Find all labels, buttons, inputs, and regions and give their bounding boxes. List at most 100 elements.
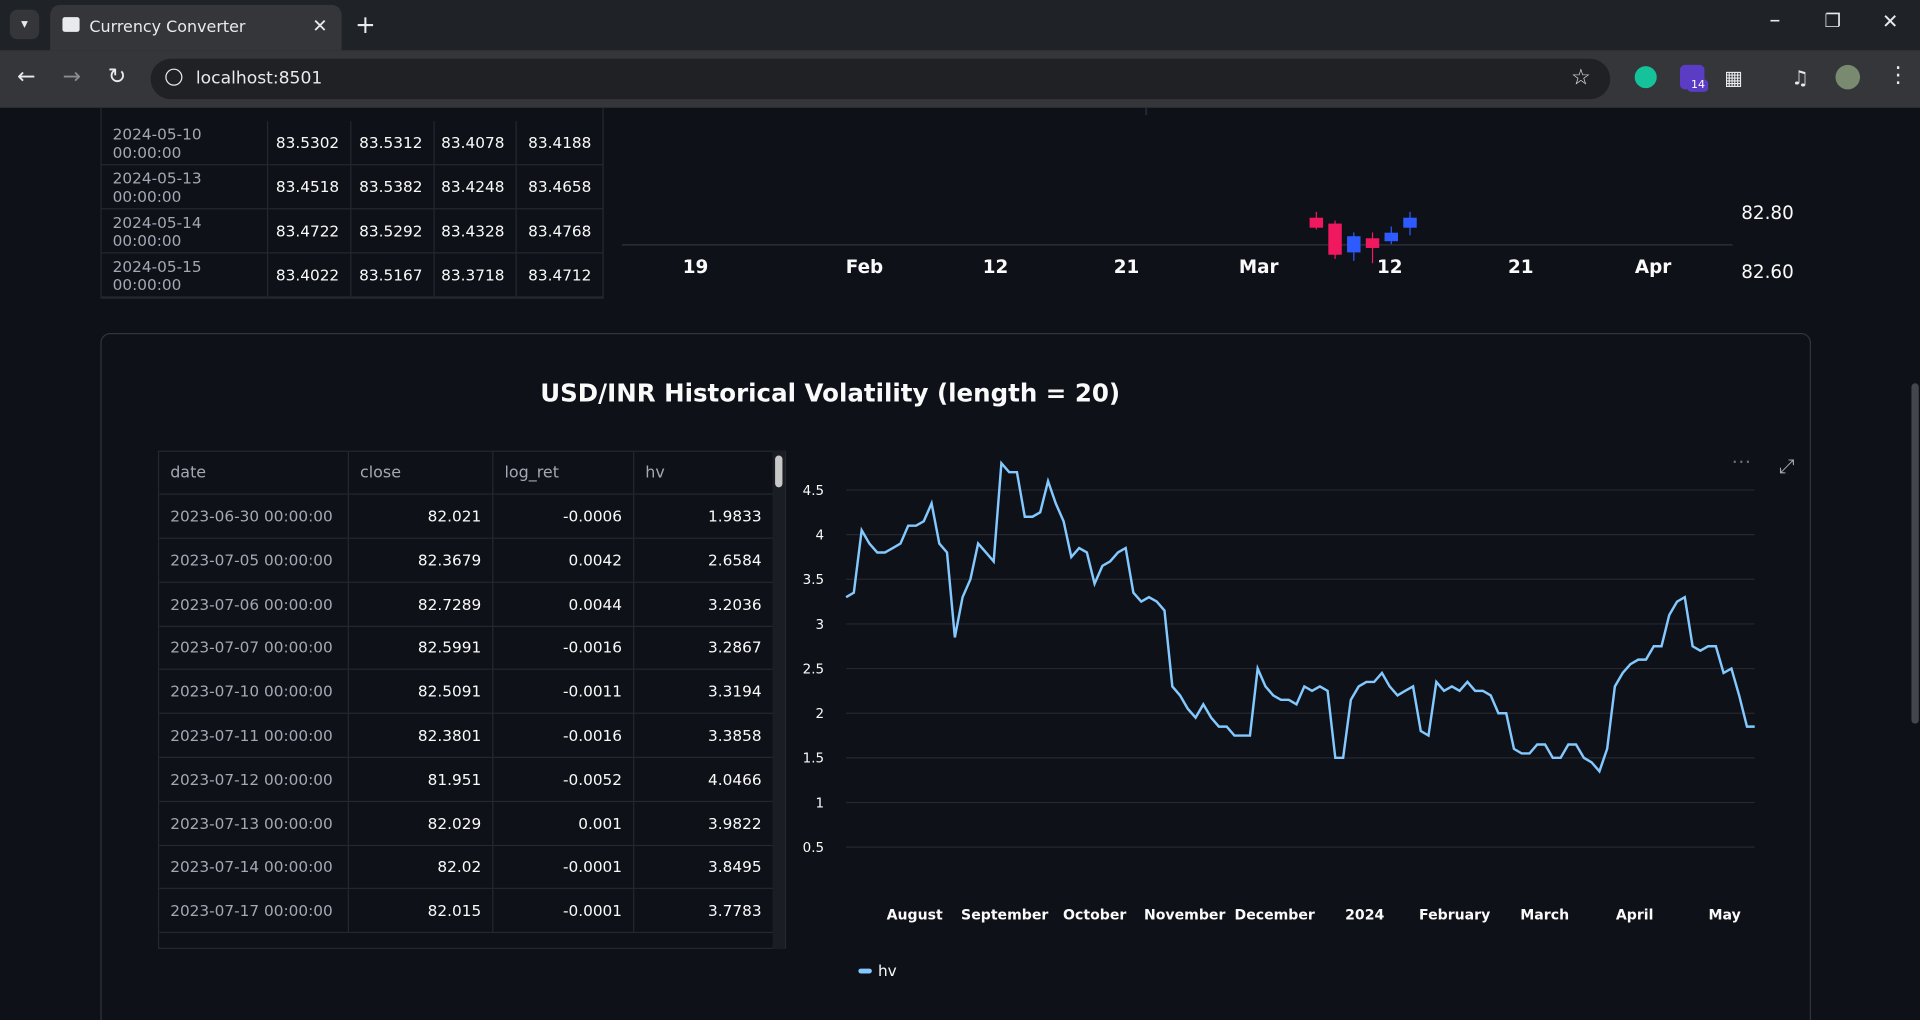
x-tick-label: 19 [683,257,709,278]
table-cell: 2024-05-14 00:00:00 [101,209,269,254]
candle-body [1309,217,1324,228]
x-tick-label: 12 [1377,257,1403,278]
line-series [845,460,1755,774]
table-cell: -0.0011 [493,670,635,715]
scrollbar[interactable] [772,450,785,949]
table-cell: 2023-07-07 00:00:00 [159,626,349,671]
y-tick-label: 1 [816,796,825,811]
profile[interactable] [1835,64,1861,90]
table-cell: -0.0016 [493,713,635,758]
table-cell: 4.0466 [634,757,774,802]
table-cell: 2023-07-11 00:00:00 [159,713,349,758]
x-tick-label: 21 [1508,257,1534,278]
table-cell: 83.4022 [268,253,352,298]
table-cell: 2023-07-10 00:00:00 [159,670,349,715]
table-cell: 0.0044 [493,582,635,627]
tab[interactable]: Currency Converter ✕ [50,4,342,51]
minimize[interactable]: – [1769,7,1781,34]
table-cell: 82.3679 [348,538,494,583]
x-tick-label: Apr [1635,257,1671,278]
extensions[interactable]: ▦ [1724,66,1743,90]
table-cell: 2023-07-14 00:00:00 [159,845,349,890]
table-cell: 2023-07-12 00:00:00 [159,757,349,802]
volatility-chart: 0.5 1 1.5 2 2.5 3 3.5 4 4.5 August September Octobe… [803,460,1755,980]
site-info[interactable] [165,68,183,86]
fullscreen[interactable]: ⤢ [1779,454,1795,478]
x-tick-label: March [1520,908,1569,924]
table-cell: -0.0001 [493,889,635,934]
table-cell: 82.02 [348,845,494,890]
table-cell: 0.001 [493,801,635,846]
table-cell: 83.4768 [516,209,604,254]
y-tick-label: 3 [816,618,825,633]
address-bar[interactable]: localhost:8501 ☆ [150,58,1611,100]
bookmark[interactable]: ☆ [1571,64,1591,91]
table-cell: 82.5991 [348,626,494,671]
y-tick-label: 4.5 [803,484,824,499]
tab-close[interactable]: ✕ [312,14,328,37]
grammarly-icon[interactable] [1634,66,1657,89]
table-cell: -0.0001 [493,845,635,890]
table-cell: 3.7783 [634,889,774,934]
table-cell: 83.5292 [351,209,435,254]
table-cell: 83.4328 [434,209,517,254]
volatility-title: USD/INR Historical Volatility (length = … [540,378,1121,408]
table-cell: 82.7289 [348,582,494,627]
table-cell: 3.3858 [634,713,774,758]
table-cell: 0.0042 [493,538,635,583]
table-cell: -0.0016 [493,626,635,671]
table-cell: 82.3801 [348,713,494,758]
x-tick-label: September [961,908,1048,924]
chart-menu[interactable]: ⋯ [1731,449,1752,473]
table-cell: 2023-07-06 00:00:00 [159,582,349,627]
table-cell: -0.0006 [493,494,635,539]
page-scrollbar[interactable] [1911,383,1919,724]
table-cell: 83.5382 [351,165,435,210]
x-tick-label: 21 [1114,257,1140,278]
table-cell: 2024-05-13 00:00:00 [101,165,269,210]
x-tick-label: April [1616,908,1654,924]
tab-bar: ▾ Currency Converter ✕ + – ❐ ✕ [0,0,1920,51]
table-cell: 82.029 [348,801,494,846]
candle-body [1365,238,1380,248]
legend-swatch [858,968,872,974]
x-tick-label: Feb [846,257,883,278]
media[interactable]: ♫ [1791,66,1809,90]
y-tick-label: 3.5 [803,573,824,588]
table-cell: 83.5312 [351,121,435,166]
table-cell: 2023-07-05 00:00:00 [159,538,349,583]
column-header: log_ret [493,451,635,495]
table-cell: 83.3718 [434,253,517,298]
close-window[interactable]: ✕ [1882,9,1899,34]
reload[interactable]: ↻ [107,63,127,90]
candle-body [1384,232,1399,242]
table-cell: 81.951 [348,757,494,802]
favicon [62,17,80,32]
table-cell: 83.4248 [434,165,517,210]
volatility-table[interactable]: date close log_ret hv 2023-06-30 00:00:00 82.… [157,450,787,949]
table-cell: 3.8495 [634,845,774,890]
x-tick-label: 2024 [1345,908,1384,924]
table-cell: 1.9833 [634,494,774,539]
x-tick-label: 12 [983,257,1009,278]
table-cell: 2024-05-10 00:00:00 [101,121,269,166]
y-tick-label: 4 [816,529,825,544]
back[interactable]: ← [17,63,36,90]
restore[interactable]: ❐ [1824,9,1841,32]
table-cell: 3.2036 [634,582,774,627]
menu[interactable]: ⋮ [1886,62,1909,89]
extension-badge: 14 [1687,79,1709,92]
y-tick-label: 2.5 [803,662,824,677]
new-tab[interactable]: + [355,9,376,40]
tab-search[interactable]: ▾ [9,9,40,40]
ohlc-table: 2024-05-10 00:00:00 83.5302 83.5312 83.4078… [100,107,604,299]
table-cell: 2.6584 [634,538,774,583]
table-cell: 3.3194 [634,670,774,715]
table-cell: 83.5302 [268,121,352,166]
x-tick-label: February [1419,908,1490,924]
table-cell: 2023-06-30 00:00:00 [159,494,349,539]
forward[interactable]: → [62,63,81,90]
content: 2024-05-10 00:00:00 83.5302 83.5312 83.4078… [0,107,1920,1020]
